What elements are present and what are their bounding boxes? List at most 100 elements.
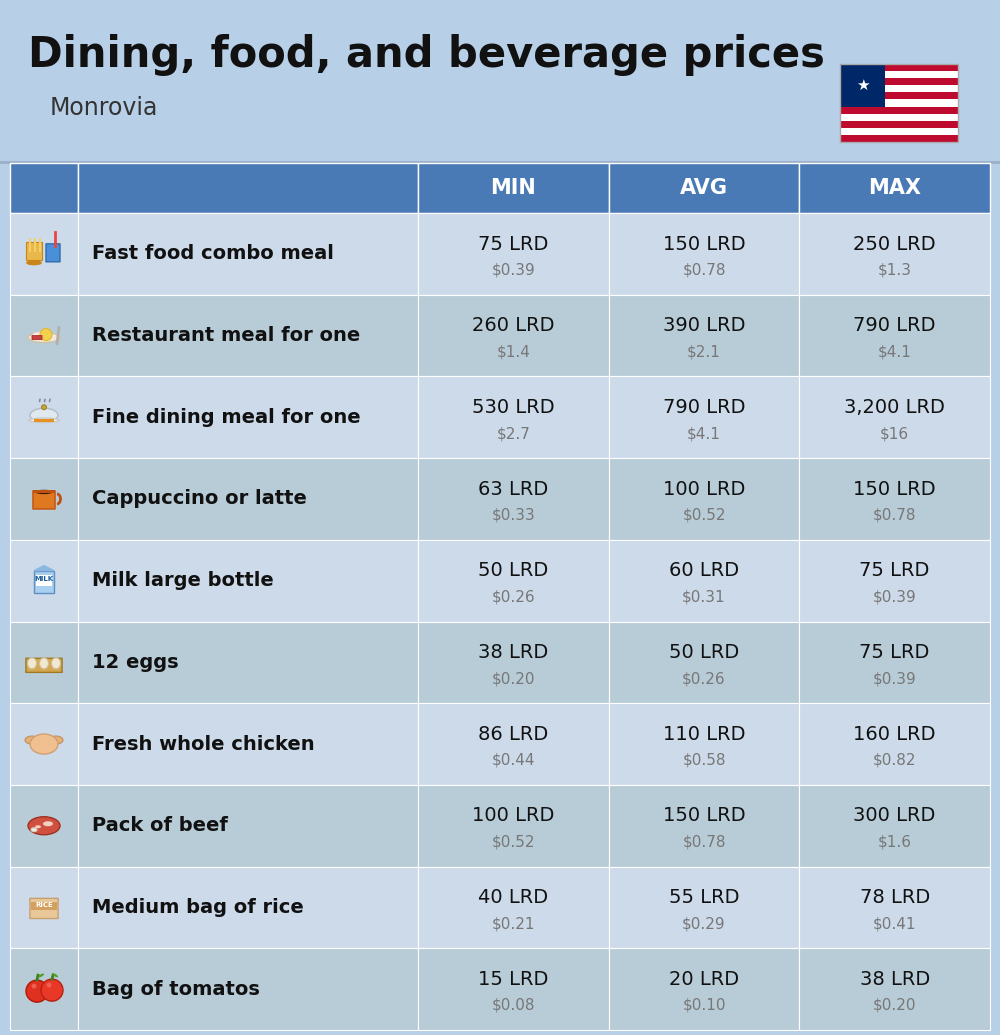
Text: RICE: RICE — [35, 903, 53, 909]
Circle shape — [42, 405, 46, 410]
Text: 790 LRD: 790 LRD — [663, 397, 745, 417]
FancyBboxPatch shape — [46, 244, 60, 262]
Ellipse shape — [31, 828, 37, 832]
FancyBboxPatch shape — [840, 92, 958, 99]
FancyBboxPatch shape — [840, 114, 958, 121]
Text: Bag of tomatos: Bag of tomatos — [92, 980, 260, 999]
FancyBboxPatch shape — [840, 79, 958, 85]
FancyBboxPatch shape — [609, 703, 799, 785]
Text: 75 LRD: 75 LRD — [478, 235, 549, 254]
Text: ★: ★ — [856, 78, 869, 93]
Text: $16: $16 — [880, 426, 909, 441]
FancyBboxPatch shape — [26, 658, 62, 673]
FancyBboxPatch shape — [10, 621, 78, 703]
Text: $0.26: $0.26 — [682, 671, 726, 686]
FancyBboxPatch shape — [78, 540, 418, 621]
Text: 790 LRD: 790 LRD — [853, 317, 936, 335]
Ellipse shape — [52, 658, 60, 669]
FancyBboxPatch shape — [609, 295, 799, 377]
Ellipse shape — [40, 658, 48, 669]
Text: $1.6: $1.6 — [878, 834, 912, 850]
Text: $4.1: $4.1 — [878, 345, 912, 359]
Text: $0.78: $0.78 — [682, 834, 726, 850]
Text: $0.52: $0.52 — [492, 834, 535, 850]
Ellipse shape — [35, 825, 41, 828]
FancyBboxPatch shape — [840, 135, 958, 142]
FancyBboxPatch shape — [799, 295, 990, 377]
Text: 50 LRD: 50 LRD — [669, 643, 739, 662]
Text: $0.10: $0.10 — [682, 998, 726, 1013]
FancyBboxPatch shape — [609, 377, 799, 459]
FancyBboxPatch shape — [418, 866, 609, 948]
FancyBboxPatch shape — [10, 703, 78, 785]
FancyBboxPatch shape — [0, 0, 1000, 155]
FancyBboxPatch shape — [799, 866, 990, 948]
Text: $4.1: $4.1 — [687, 426, 721, 441]
Text: $0.58: $0.58 — [682, 752, 726, 768]
Text: $0.39: $0.39 — [491, 263, 535, 277]
Circle shape — [26, 980, 48, 1002]
FancyBboxPatch shape — [78, 703, 418, 785]
Text: $2.7: $2.7 — [496, 426, 530, 441]
FancyBboxPatch shape — [609, 540, 799, 621]
Text: $0.31: $0.31 — [682, 590, 726, 604]
FancyBboxPatch shape — [840, 64, 958, 71]
FancyBboxPatch shape — [78, 377, 418, 459]
Ellipse shape — [32, 332, 48, 339]
Text: MAX: MAX — [868, 178, 921, 198]
Text: Medium bag of rice: Medium bag of rice — [92, 898, 304, 917]
Text: 50 LRD: 50 LRD — [478, 561, 548, 581]
Text: Fast food combo meal: Fast food combo meal — [92, 244, 334, 263]
Circle shape — [41, 979, 63, 1001]
Text: $2.1: $2.1 — [687, 345, 721, 359]
Text: Dining, food, and beverage prices: Dining, food, and beverage prices — [28, 34, 825, 76]
Text: 15 LRD: 15 LRD — [478, 970, 549, 988]
Text: Fresh whole chicken: Fresh whole chicken — [92, 735, 315, 753]
Text: $0.39: $0.39 — [873, 671, 917, 686]
Ellipse shape — [38, 974, 44, 978]
Text: $0.44: $0.44 — [492, 752, 535, 768]
FancyBboxPatch shape — [32, 335, 42, 339]
Text: AVG: AVG — [680, 178, 728, 198]
Text: 55 LRD: 55 LRD — [669, 888, 739, 907]
Ellipse shape — [28, 658, 36, 669]
Text: $0.33: $0.33 — [491, 508, 535, 523]
FancyBboxPatch shape — [609, 459, 799, 540]
Circle shape — [40, 328, 52, 341]
FancyBboxPatch shape — [78, 948, 418, 1030]
FancyBboxPatch shape — [418, 703, 609, 785]
FancyBboxPatch shape — [799, 703, 990, 785]
Text: 110 LRD: 110 LRD — [663, 724, 745, 744]
Text: MIN: MIN — [490, 178, 536, 198]
Ellipse shape — [25, 736, 39, 744]
FancyBboxPatch shape — [10, 866, 78, 948]
Text: 150 LRD: 150 LRD — [853, 479, 936, 499]
Text: $0.82: $0.82 — [873, 752, 916, 768]
FancyBboxPatch shape — [799, 377, 990, 459]
FancyBboxPatch shape — [33, 491, 55, 509]
FancyBboxPatch shape — [10, 295, 78, 377]
FancyBboxPatch shape — [418, 621, 609, 703]
FancyBboxPatch shape — [30, 898, 58, 918]
Ellipse shape — [43, 821, 53, 826]
FancyBboxPatch shape — [799, 162, 990, 213]
Text: Fine dining meal for one: Fine dining meal for one — [92, 408, 361, 426]
Text: 160 LRD: 160 LRD — [853, 724, 936, 744]
Text: 530 LRD: 530 LRD — [472, 397, 555, 417]
FancyBboxPatch shape — [78, 785, 418, 866]
FancyBboxPatch shape — [609, 948, 799, 1030]
Text: $0.39: $0.39 — [873, 590, 917, 604]
FancyBboxPatch shape — [10, 540, 78, 621]
Text: 63 LRD: 63 LRD — [478, 479, 548, 499]
FancyBboxPatch shape — [609, 785, 799, 866]
FancyBboxPatch shape — [34, 238, 36, 252]
Text: 260 LRD: 260 LRD — [472, 317, 555, 335]
FancyBboxPatch shape — [78, 295, 418, 377]
Text: $1.4: $1.4 — [496, 345, 530, 359]
Text: 250 LRD: 250 LRD — [853, 235, 936, 254]
FancyBboxPatch shape — [31, 903, 57, 911]
Text: Monrovia: Monrovia — [50, 96, 158, 120]
Ellipse shape — [29, 418, 59, 422]
FancyBboxPatch shape — [840, 121, 958, 127]
FancyBboxPatch shape — [799, 540, 990, 621]
